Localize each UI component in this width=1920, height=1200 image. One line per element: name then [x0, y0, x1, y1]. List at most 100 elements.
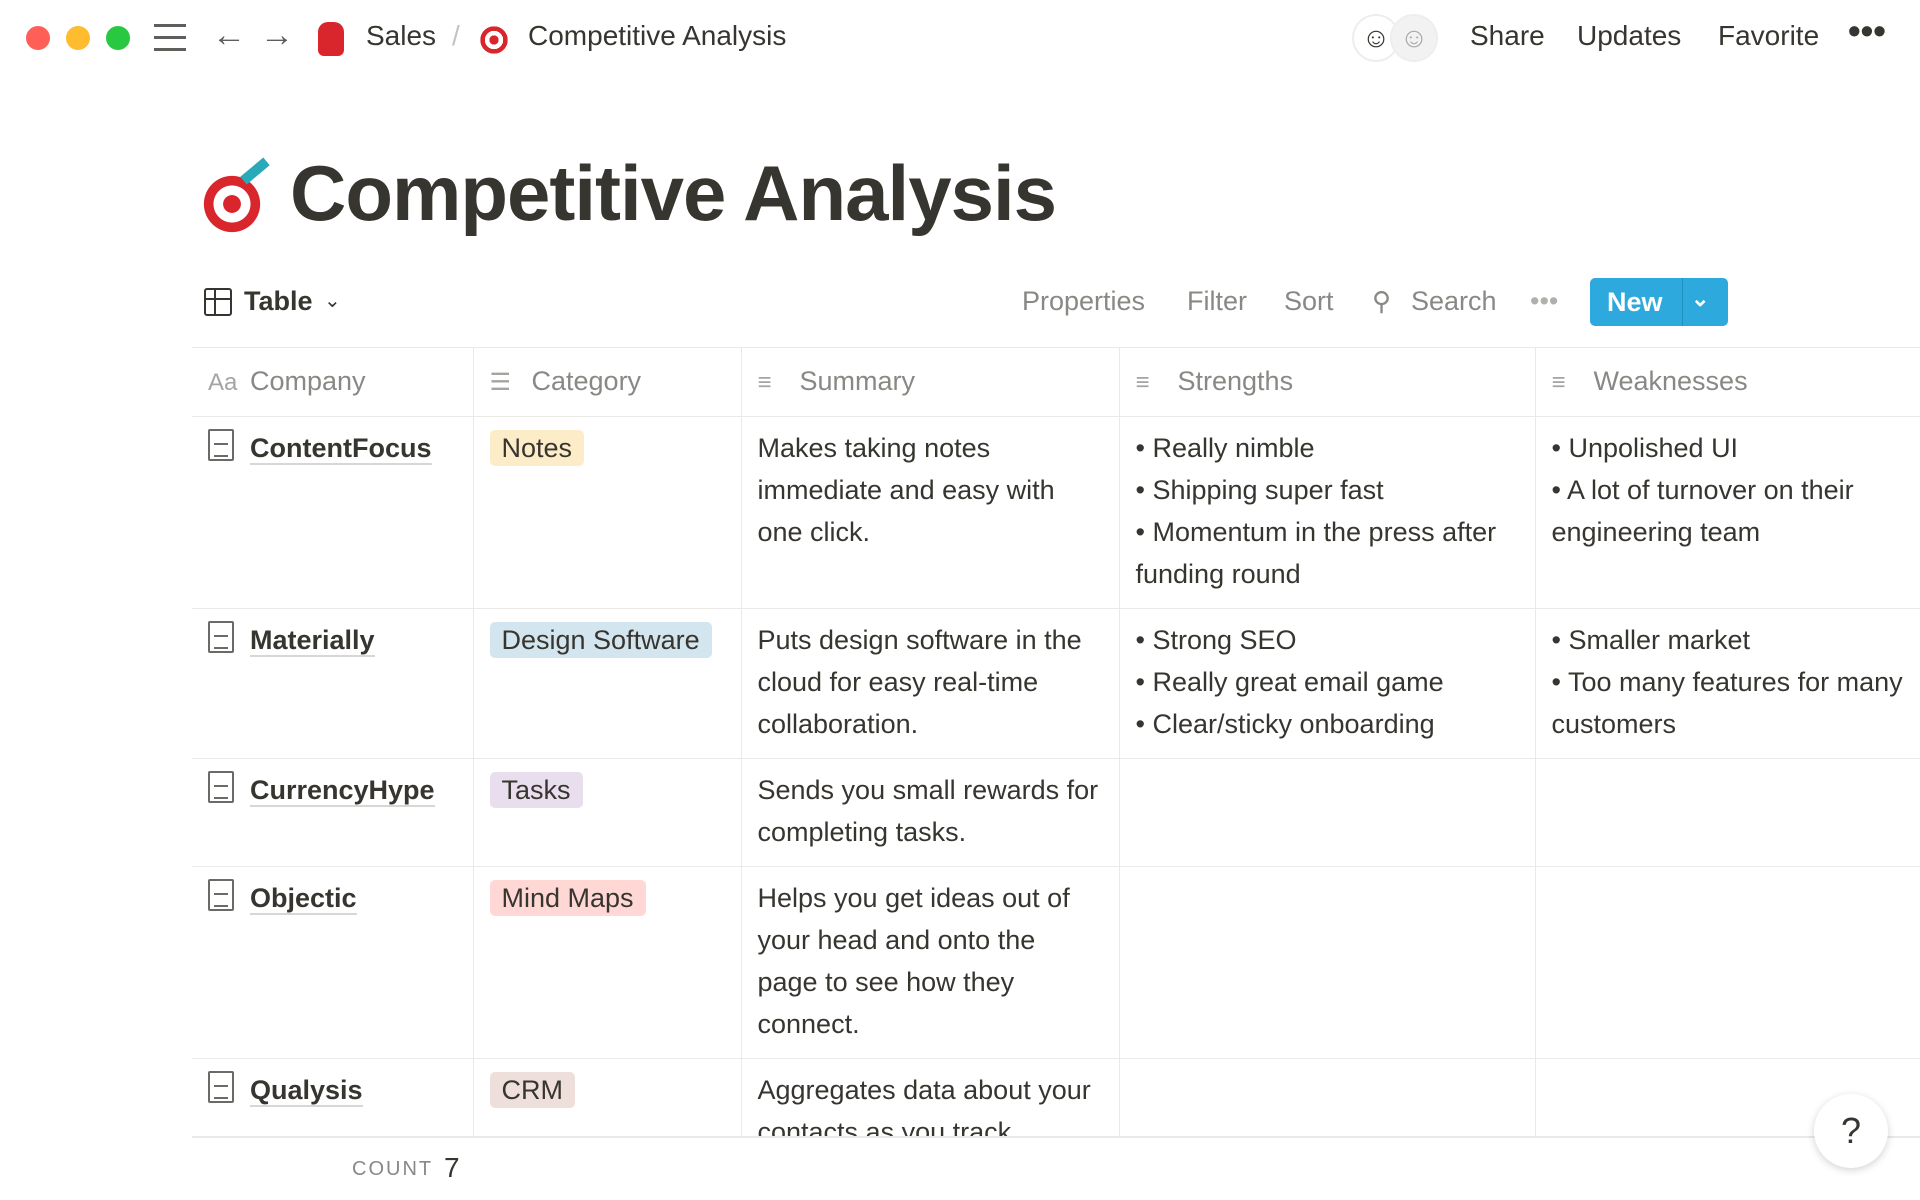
category-cell[interactable]: Tasks	[472, 758, 742, 867]
share-button[interactable]: Share	[1470, 20, 1545, 51]
forward-arrow-icon[interactable]: →	[260, 16, 294, 54]
page-icon	[208, 621, 234, 653]
count-label: COUNT	[352, 1158, 434, 1180]
chevron-down-icon[interactable]: ⌄	[1691, 286, 1710, 311]
breadcrumb-competitive-analysis[interactable]: Competitive Analysis	[528, 20, 787, 51]
close-window-button[interactable]	[26, 26, 50, 50]
company-cell[interactable]: Qualysis	[192, 1058, 474, 1136]
weakness-item: A lot of turnover on their engineering t…	[1552, 469, 1916, 553]
strengths-cell[interactable]: Strong SEOReally great email gameClear/s…	[1118, 608, 1536, 759]
chevron-down-icon[interactable]: ⌄	[324, 290, 341, 312]
company-cell[interactable]: Materially	[192, 608, 474, 759]
more-options-icon[interactable]: •••	[1848, 10, 1886, 51]
weaknesses-cell[interactable]: Smaller marketToo many features for many…	[1534, 608, 1920, 759]
weaknesses-cell[interactable]	[1534, 758, 1920, 867]
summary-text: Aggregates data about your contacts as y…	[757, 1075, 1091, 1136]
column-header-category[interactable]: ☰ Category	[472, 347, 742, 417]
company-cell[interactable]: Objectic	[192, 866, 474, 1059]
more-icon[interactable]: •••	[1530, 286, 1559, 316]
table-row[interactable]: Qualysis CRM Aggregates data about your …	[192, 1058, 1920, 1136]
filter-button[interactable]: Filter	[1187, 286, 1247, 316]
category-cell[interactable]: Mind Maps	[472, 866, 742, 1059]
summary-text: Sends you small rewards for completing t…	[757, 775, 1099, 847]
updates-button[interactable]: Updates	[1577, 20, 1682, 51]
table-row[interactable]: Materially Design Software Puts design s…	[192, 608, 1920, 759]
database-table: Aa Company ☰ Category ≡ Summary ≡ Strengths ≡ Wea…	[192, 347, 1920, 1136]
breadcrumb-sales[interactable]: Sales	[366, 20, 437, 51]
column-header-company[interactable]: Aa Company	[192, 347, 474, 417]
search-icon[interactable]: ⚲	[1372, 286, 1392, 316]
table-icon	[204, 288, 232, 316]
page-icon-target[interactable]	[198, 170, 266, 238]
company-name[interactable]: Qualysis	[250, 1075, 363, 1107]
summary-cell[interactable]: Aggregates data about your contacts as y…	[740, 1058, 1120, 1136]
help-button[interactable]: ?	[1814, 1094, 1888, 1168]
page-title[interactable]: Competitive Analysis	[290, 149, 1057, 237]
table-row[interactable]: CurrencyHype Tasks Sends you small rewar…	[192, 758, 1920, 867]
text-icon: ≡	[1135, 369, 1150, 396]
view-selector[interactable]: Table	[244, 286, 313, 316]
category-tag: Mind Maps	[489, 880, 646, 916]
avatar[interactable]: ☺	[1390, 14, 1438, 62]
weakness-item: Smaller market	[1552, 619, 1916, 661]
company-cell[interactable]: CurrencyHype	[192, 758, 474, 867]
new-button[interactable]: New ⌄	[1590, 278, 1728, 326]
weakness-item: Unpolished UI	[1552, 427, 1916, 469]
summary-text: Helps you get ideas out of your head and…	[757, 883, 1070, 1039]
table-row[interactable]: ContentFocus Notes Makes taking notes im…	[192, 416, 1920, 609]
weaknesses-cell[interactable]	[1534, 866, 1920, 1059]
summary-cell[interactable]: Puts design software in the cloud for ea…	[740, 608, 1120, 759]
properties-button[interactable]: Properties	[1022, 286, 1146, 316]
text-icon: ≡	[1551, 369, 1566, 396]
company-name[interactable]: Objectic	[250, 883, 357, 915]
summary-cell[interactable]: Makes taking notes immediate and easy wi…	[740, 416, 1120, 609]
minimize-window-button[interactable]	[66, 26, 90, 50]
strengths-cell[interactable]	[1118, 758, 1536, 867]
column-header-summary[interactable]: ≡ Summary	[740, 347, 1120, 417]
strength-item: Really nimble	[1136, 427, 1519, 469]
text-type-icon: Aa	[208, 369, 238, 396]
back-arrow-icon[interactable]: ←	[212, 16, 246, 54]
divider	[1682, 278, 1683, 326]
strength-item: Momentum in the press after funding roun…	[1136, 511, 1519, 595]
text-icon: ≡	[757, 369, 772, 396]
strengths-cell[interactable]: Really nimbleShipping super fastMomentum…	[1118, 416, 1536, 609]
table-row[interactable]: Objectic Mind Maps Helps you get ideas o…	[192, 866, 1920, 1059]
column-label: Weaknesses	[1593, 366, 1748, 396]
favorite-button[interactable]: Favorite	[1718, 20, 1820, 51]
column-header-weaknesses[interactable]: ≡ Weaknesses	[1534, 347, 1920, 417]
category-tag: Notes	[489, 430, 585, 466]
page-icon	[208, 879, 234, 911]
column-label: Company	[250, 366, 366, 396]
sort-button[interactable]: Sort	[1284, 286, 1334, 316]
column-header-strengths[interactable]: ≡ Strengths	[1118, 347, 1536, 417]
weaknesses-cell[interactable]: Unpolished UIA lot of turnover on their …	[1534, 416, 1920, 609]
maximize-window-button[interactable]	[106, 26, 130, 50]
category-cell[interactable]: CRM	[472, 1058, 742, 1136]
breadcrumb-separator: /	[452, 20, 460, 51]
strengths-cell[interactable]	[1118, 1058, 1536, 1136]
company-name[interactable]: CurrencyHype	[250, 775, 435, 807]
summary-cell[interactable]: Sends you small rewards for completing t…	[740, 758, 1120, 867]
page-icon	[208, 771, 234, 803]
new-label: New	[1607, 287, 1663, 317]
target-icon	[478, 24, 510, 56]
category-cell[interactable]: Design Software	[472, 608, 742, 759]
count-value: 7	[444, 1152, 460, 1183]
category-cell[interactable]: Notes	[472, 416, 742, 609]
company-name[interactable]: Materially	[250, 625, 375, 657]
page-icon	[208, 429, 234, 461]
divider	[192, 1136, 1920, 1138]
summary-cell[interactable]: Helps you get ideas out of your head and…	[740, 866, 1120, 1059]
company-name[interactable]: ContentFocus	[250, 433, 432, 465]
category-tag: CRM	[489, 1072, 575, 1108]
list-icon: ☰	[489, 369, 512, 396]
page-icon	[208, 1071, 234, 1103]
category-tag: Design Software	[489, 622, 712, 658]
strengths-cell[interactable]	[1118, 866, 1536, 1059]
company-cell[interactable]: ContentFocus	[192, 416, 474, 609]
category-tag: Tasks	[489, 772, 583, 808]
menu-icon[interactable]	[154, 24, 186, 51]
strength-item: Really great email game	[1136, 661, 1519, 703]
search-button[interactable]: Search	[1411, 286, 1497, 316]
